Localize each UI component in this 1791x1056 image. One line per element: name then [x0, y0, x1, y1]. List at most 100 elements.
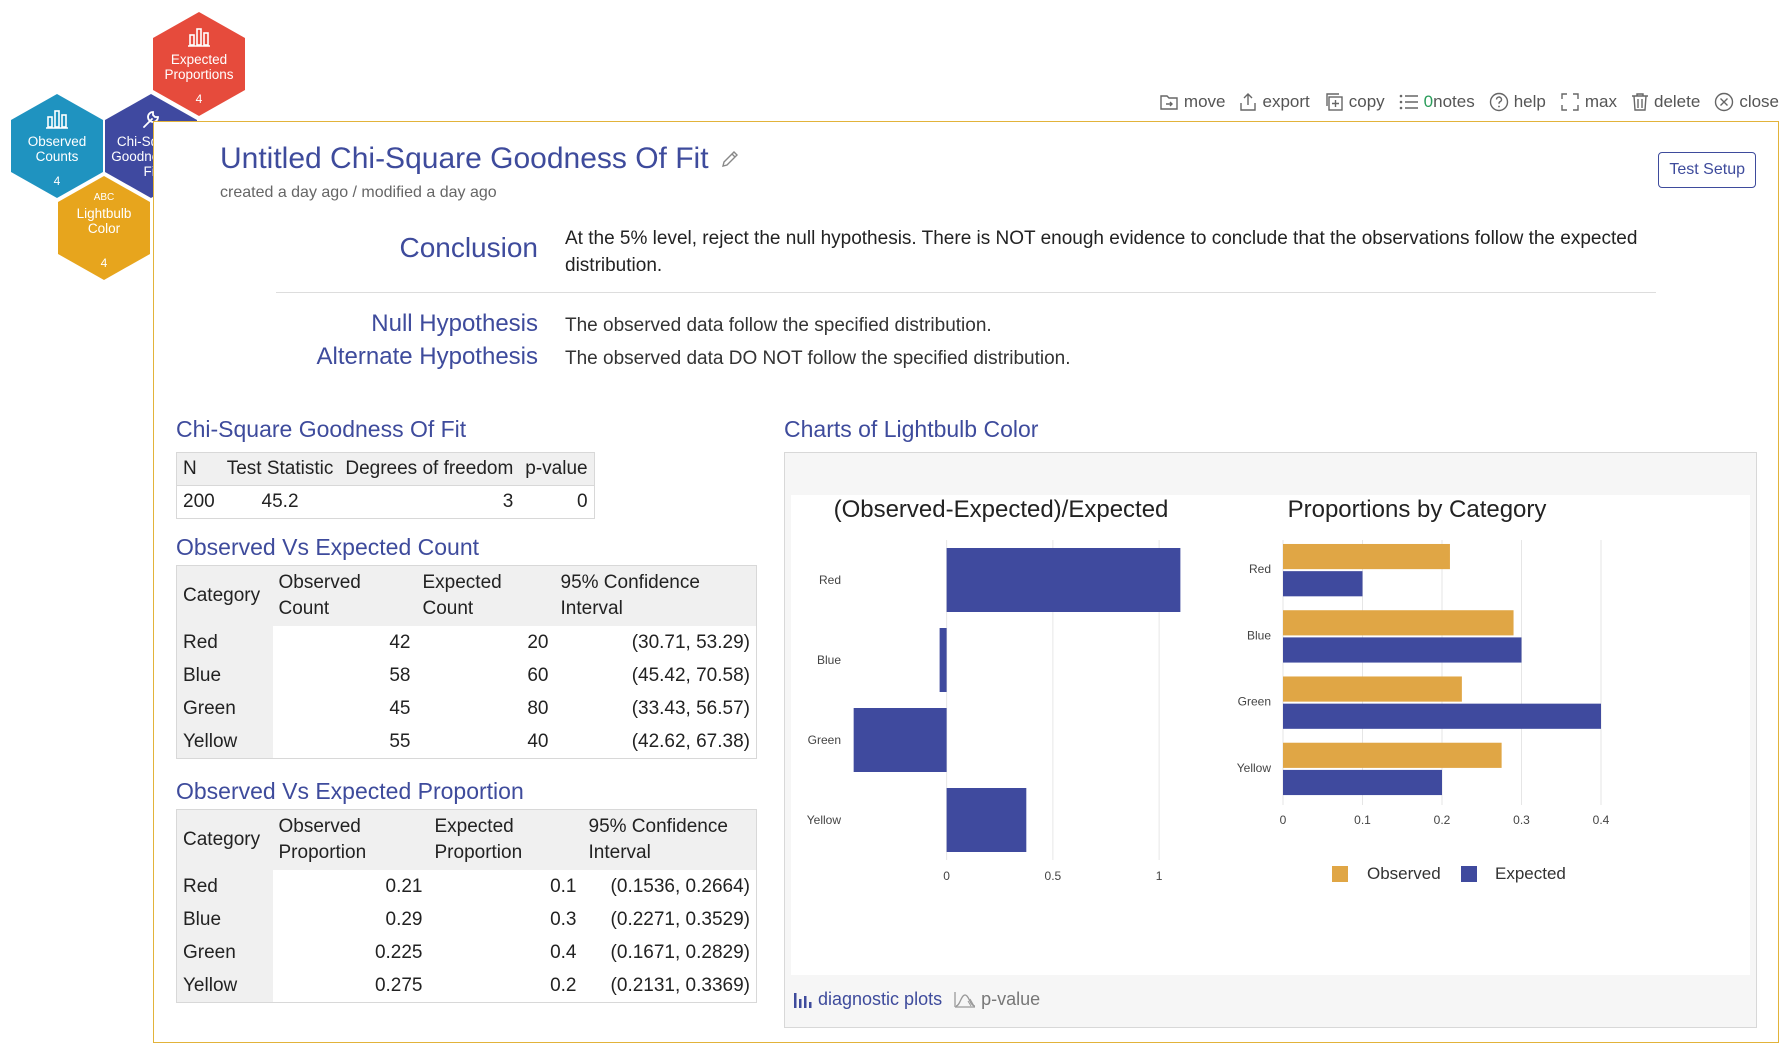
abc-icon-text: ABC: [93, 191, 115, 203]
abc-icon: ABC: [94, 190, 115, 204]
cell: 0.1: [550, 876, 577, 897]
cell: 0.29: [385, 909, 423, 930]
cell: 58: [389, 665, 411, 686]
move-button[interactable]: move: [1159, 92, 1226, 112]
cell: (0.1671, 0.2829): [610, 942, 750, 963]
bar-expected: [1283, 703, 1601, 729]
bar-observed: [1283, 543, 1450, 570]
table-row: Green 45 80 (33.43, 56.57): [176, 692, 757, 725]
hex-count: 4: [100, 256, 108, 270]
bar: [946, 788, 1027, 852]
hex-count: 4: [195, 92, 203, 106]
cell: 0: [519, 485, 595, 519]
help-label: help: [1513, 92, 1546, 111]
y-tick-label: Red: [819, 573, 841, 587]
cell: 80: [527, 698, 549, 719]
charts-title: Charts of Lightbulb Color: [784, 416, 1039, 442]
y-tick-label: Yellow: [1237, 761, 1272, 775]
proportion-table: Category Observed Proportion Expected Pr…: [176, 809, 757, 1003]
table-row: Red 42 20 (30.71, 53.29): [176, 626, 757, 659]
timestamps: created a day ago / modified a day ago: [220, 184, 497, 201]
copy-button[interactable]: copy: [1324, 92, 1385, 112]
cell: 45: [389, 698, 411, 719]
table-row: Blue 58 60 (45.42, 70.58): [176, 659, 757, 692]
cell: (45.42, 70.58): [631, 665, 750, 686]
legend-swatch-expected: [1461, 866, 1477, 882]
list-icon: [1399, 94, 1418, 110]
title-text[interactable]: Untitled Chi-Square Goodness Of Fit: [220, 142, 709, 175]
category-cell: Yellow: [176, 725, 273, 759]
null-hypothesis-label: Null Hypothesis: [371, 310, 538, 337]
charts-svg: (Observed-Expected)/Expected 0 0.5 1 Red Blue…: [807, 496, 1610, 883]
test-setup-button[interactable]: Test Setup: [1658, 152, 1756, 188]
pencil-icon[interactable]: [719, 148, 741, 170]
category-cell: Green: [176, 692, 273, 725]
close-button[interactable]: close: [1714, 92, 1779, 112]
cell: (33.43, 56.57): [631, 698, 750, 719]
col-header: Expected Proportion: [428, 809, 583, 870]
conclusion-label: Conclusion: [399, 232, 538, 263]
col-header: Observed Proportion: [272, 809, 429, 870]
wrench-icon: [140, 108, 162, 130]
bar: [946, 548, 1181, 612]
p-value-link[interactable]: p-value: [954, 989, 1040, 1010]
max-button[interactable]: max: [1560, 92, 1617, 112]
x-tick-label: 0.4: [1593, 813, 1610, 827]
y-tick-label: Blue: [1247, 628, 1271, 642]
cell: 55: [389, 731, 411, 752]
col-header: N: [176, 452, 221, 486]
cell: (0.2271, 0.3529): [610, 909, 750, 930]
y-tick-label: Green: [1238, 695, 1271, 709]
move-label: move: [1183, 92, 1226, 111]
cell: (42.62, 67.38): [631, 731, 750, 752]
cell: (0.2131, 0.3369): [610, 975, 750, 996]
hex-count: 4: [53, 174, 61, 188]
col-header: p-value: [519, 452, 595, 486]
move-icon: [1160, 95, 1178, 110]
cell: (30.71, 53.29): [631, 632, 750, 653]
bar-chart-icon: [188, 26, 210, 48]
bar-expected: [1283, 637, 1522, 663]
x-tick-label: 1: [1156, 869, 1163, 883]
bar-observed: [1283, 610, 1514, 636]
cell: 40: [527, 731, 549, 752]
chart-obs-exp-ratio: (Observed-Expected)/Expected 0 0.5 1 Red Blue…: [807, 496, 1181, 883]
null-hypothesis-text: The observed data follow the specified d…: [565, 315, 992, 336]
hex-observed-counts[interactable]: Observed Counts 4: [11, 94, 103, 198]
category-cell: Blue: [176, 659, 273, 692]
cell: 3: [339, 485, 520, 519]
bar: [939, 628, 947, 692]
x-tick-label: 0: [943, 869, 950, 883]
bar-observed: [1283, 742, 1502, 768]
divider: [276, 292, 1656, 293]
cell: 0.21: [385, 876, 423, 897]
hex-expected-proportions[interactable]: Expected Proportions 4: [153, 12, 245, 116]
cell: 0.3: [550, 909, 577, 930]
col-header: Category: [176, 809, 273, 870]
help-button[interactable]: help: [1489, 92, 1546, 112]
count-table-title: Observed Vs Expected Count: [176, 534, 479, 560]
table-row: Green 0.225 0.4 (0.1671, 0.2829): [176, 936, 757, 969]
table-row: Blue 0.29 0.3 (0.2271, 0.3529): [176, 903, 757, 936]
category-cell: Blue: [176, 903, 273, 936]
legend-label-expected: Expected: [1495, 864, 1566, 883]
hex-label: Lightbulb Color: [76, 206, 132, 236]
export-button[interactable]: export: [1239, 92, 1310, 112]
y-tick-label: Green: [808, 733, 841, 747]
hex-label: Expected Proportions: [164, 52, 234, 82]
analysis-card: Untitled Chi-Square Goodness Of Fit crea…: [153, 121, 1779, 1043]
count-table: Category Observed Count Expected Count 9…: [176, 565, 757, 759]
x-tick-label: 0.1: [1354, 813, 1371, 827]
notes-button[interactable]: 0notes: [1399, 92, 1475, 112]
delete-button[interactable]: delete: [1631, 92, 1700, 112]
table-row: 200 45.2 3 0: [176, 485, 595, 519]
category-cell: Yellow: [176, 969, 273, 1003]
table-row: Red 0.21 0.1 (0.1536, 0.2664): [176, 870, 757, 903]
cell: (0.1536, 0.2664): [610, 876, 750, 897]
hex-lightbulb-color[interactable]: ABC Lightbulb Color 4: [58, 176, 150, 280]
cell: 20: [527, 632, 549, 653]
bar-chart-icon: [794, 992, 812, 1008]
alternate-hypothesis-label: Alternate Hypothesis: [316, 343, 538, 370]
diagnostic-plots-link[interactable]: diagnostic plots: [793, 989, 942, 1010]
export-label: export: [1262, 92, 1310, 111]
